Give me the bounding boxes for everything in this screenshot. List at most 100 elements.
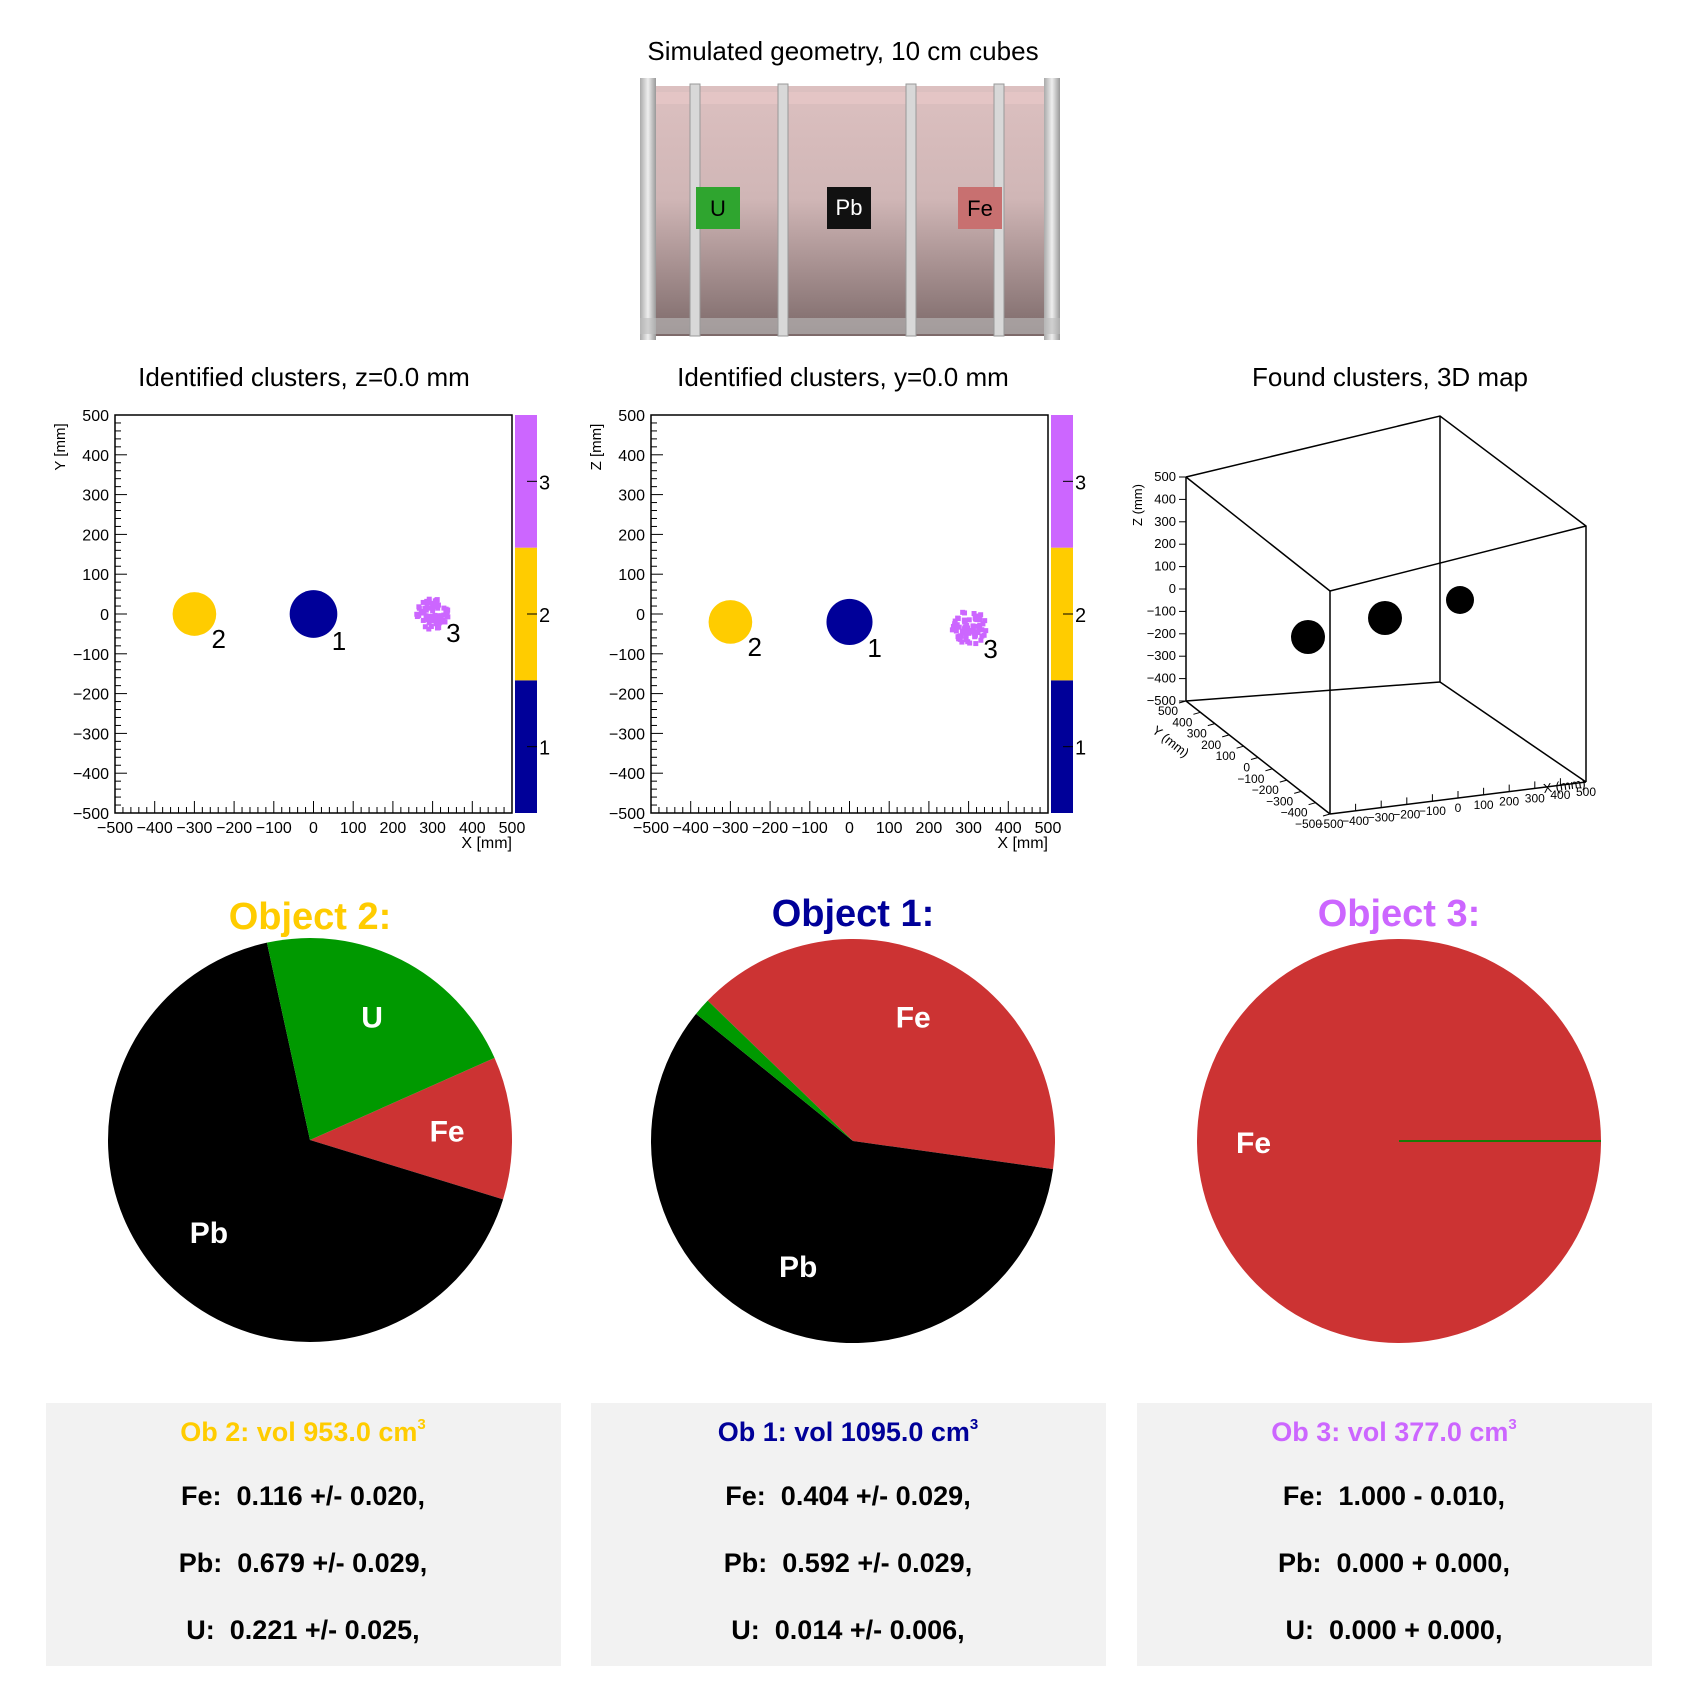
pie-slice-label: U [361,1001,383,1034]
summary-background [1137,1403,1652,1666]
cluster-pixel [957,634,963,640]
x-tick-label: −100 [256,820,292,837]
y-tick [1178,700,1187,704]
y-tick [1294,790,1302,794]
cluster-pixel [970,623,976,629]
map3d-xlabel: X (mm) [1542,775,1586,796]
cluster-pixel [422,624,428,630]
cluster-pixel [426,626,432,632]
map3d-box-edge [1185,476,1331,592]
geometry-top-band [655,92,1045,104]
cluster-pixel [982,618,988,624]
cluster-pixel [976,625,982,631]
z-tick-label: −500 [1147,693,1176,708]
geometry-end-cap-right [1044,78,1060,340]
cluster-pixel [962,610,968,616]
cluster-pixel [972,631,978,637]
y-tick-label: −300 [73,726,109,743]
pie-slice-u [696,1000,853,1141]
x-tick-label: −300 [176,820,212,837]
cluster-pixel [432,615,438,621]
y-tick-label: 400 [82,448,109,465]
cluster-map-xy: Identified clusters, z=0.0 mm−500 −400 −30… [52,362,550,852]
cube-u-label: U [710,196,726,221]
pie-slice-label: Fe [430,1116,465,1149]
x-tick-label: 300 [419,820,446,837]
geometry-base [640,318,1060,334]
cube-fe [958,187,1002,229]
pie-slice-fe [707,939,1055,1170]
cube-fe-label: Fe [967,196,993,221]
cluster-pixel [966,628,972,634]
cluster-pixel [968,629,974,635]
cluster-pixel [975,630,981,636]
y-tick [1250,757,1259,760]
x-tick-label: −200 [752,820,788,837]
pie-object-2: Object 2: Fe Pb U [108,896,512,1342]
y-tick-label: 200 [1201,738,1221,752]
colorbar-segment [1051,680,1073,813]
z-tick-label: −400 [1147,671,1176,686]
x-tick-label: 200 [380,820,407,837]
x-tick-label: −200 [216,820,252,837]
x-tick-label: −100 [1419,804,1446,818]
cluster-pixel [428,617,434,623]
y-tick [1308,802,1316,806]
summary-box-object-2: Ob 2: vol 953.0 cm3 Fe: 0.116 +/- 0.020,… [46,1403,561,1666]
pie-slice-fe [310,1057,512,1200]
y-tick-label: 0 [636,607,645,624]
y-tick-label: 500 [618,408,645,425]
y-tick-label: 300 [82,488,109,505]
map3d-cluster [1446,586,1474,614]
cluster-pixel [965,625,971,631]
summary-box-object-3: Ob 3: vol 377.0 cm3 Fe: 1.000 - 0.010, P… [1137,1403,1652,1666]
cluster-map-xz: Identified clusters, y=0.0 mm−500 −400 −30… [588,362,1086,852]
cube-pb [827,187,871,229]
x-tick-label: 500 [1576,785,1596,799]
cluster-pixel [957,636,963,642]
y-axis-label: Z [mm] [588,424,605,471]
cluster-pixel [445,614,451,620]
map3d-title: Found clusters, 3D map [1252,362,1528,392]
summary-box-object-1: Ob 1: vol 1095.0 cm3 Fe: 0.404 +/- 0.029… [591,1403,1106,1666]
cluster-pixel [430,618,436,624]
cluster-label: 2 [212,624,226,654]
cluster-2 [708,600,753,644]
map3d-box-edge [1439,681,1587,783]
cluster-pixel [430,608,436,614]
y-tick-label: 300 [1187,727,1207,741]
x-tick-label: −400 [673,820,709,837]
cluster-pixel [441,605,447,611]
map3d-box-edge [1185,681,1441,702]
x-tick-label: −200 [1393,807,1420,821]
cluster-pixel [438,613,444,619]
map3d-box-back [1185,415,1587,782]
pie-title: Object 1: [772,893,935,935]
cluster-pixel [438,616,444,622]
x-tick-label: 300 [955,820,982,837]
x-tick-label: −500 [97,820,133,837]
y-tick-label: 100 [82,567,109,584]
summary-line-pb: Pb: 0.679 +/- 0.029, [179,1548,427,1578]
x-tick-label: −500 [1316,817,1343,831]
cluster-pixel [978,612,984,618]
cluster-2 [172,592,217,636]
z-tick-label: 300 [1154,514,1176,529]
y-tick [1207,723,1215,727]
x-tick-label: 500 [499,820,526,837]
cluster-pixel [983,628,989,634]
y-tick-label: −400 [1281,806,1308,820]
summary-title: Ob 1: vol 1095.0 cm3 [718,1416,978,1447]
y-tick [1222,734,1230,738]
x-tick-label: −100 [792,820,828,837]
y-tick-label: −100 [73,647,109,664]
cluster-pixel [441,612,447,618]
y-tick-label: −500 [1295,817,1322,831]
geometry-detector-plane [905,83,917,337]
x-tick-label: 100 [1474,798,1494,812]
cluster-pixel [425,617,431,623]
cluster-pixel [954,623,960,629]
cluster-pixel [977,617,983,623]
z-tick-label: 200 [1154,536,1176,551]
y-tick-label: 100 [618,567,645,584]
